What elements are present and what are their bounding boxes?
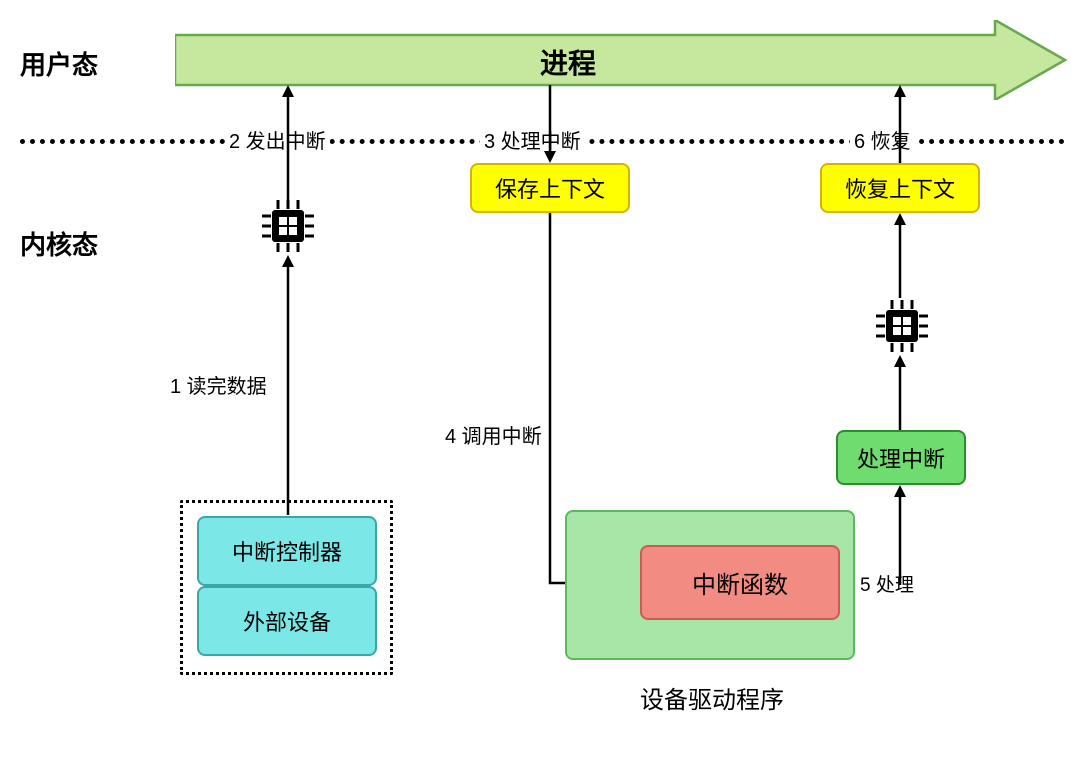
cpu-icon-2 (876, 300, 928, 352)
handle-int-box: 处理中断 (836, 430, 966, 485)
driver-caption: 设备驱动程序 (640, 680, 784, 715)
step5-label: 5 处理 (860, 570, 914, 597)
arrow-cpu1-up (280, 85, 296, 200)
kernel-mode-label: 内核态 (20, 225, 98, 262)
int-controller-label: 中断控制器 (232, 535, 342, 567)
step2-label: 2 发出中断 (225, 125, 330, 154)
step3-label: 3 处理中断 (480, 125, 585, 154)
step1-label: 1 读完数据 (170, 370, 267, 399)
int-func-box: 中断函数 (640, 545, 840, 620)
step4-label: 4 调用中断 (445, 420, 542, 449)
save-context-label: 保存上下文 (495, 172, 605, 204)
int-controller-box: 中断控制器 (197, 516, 377, 586)
process-arrow (175, 20, 1070, 100)
ext-device-label: 外部设备 (243, 605, 331, 637)
arrow-process-savectx (542, 85, 558, 163)
arrow-handle-cpu2 (892, 355, 908, 430)
process-label: 进程 (540, 42, 596, 82)
restore-context-label: 恢复上下文 (845, 172, 955, 204)
arrow-intctrl-cpu1 (280, 255, 296, 515)
int-func-label: 中断函数 (692, 565, 788, 600)
user-mode-label: 用户态 (20, 45, 98, 82)
restore-context-box: 恢复上下文 (820, 163, 980, 213)
arrow-restorectx-process (892, 85, 908, 163)
ext-device-box: 外部设备 (197, 586, 377, 656)
handle-int-label: 处理中断 (857, 442, 945, 474)
arrow-cpu2-restorectx (892, 213, 908, 298)
save-context-box: 保存上下文 (470, 163, 630, 213)
cpu-icon-1 (262, 200, 314, 252)
